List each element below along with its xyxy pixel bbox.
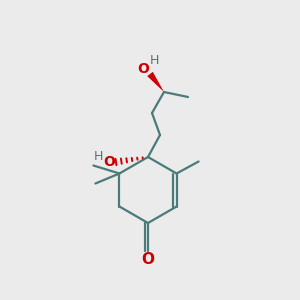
Text: H: H bbox=[93, 151, 103, 164]
Text: O: O bbox=[137, 62, 149, 76]
Text: H: H bbox=[149, 53, 159, 67]
Text: O: O bbox=[142, 253, 154, 268]
Text: O: O bbox=[103, 155, 115, 169]
Polygon shape bbox=[147, 72, 164, 92]
